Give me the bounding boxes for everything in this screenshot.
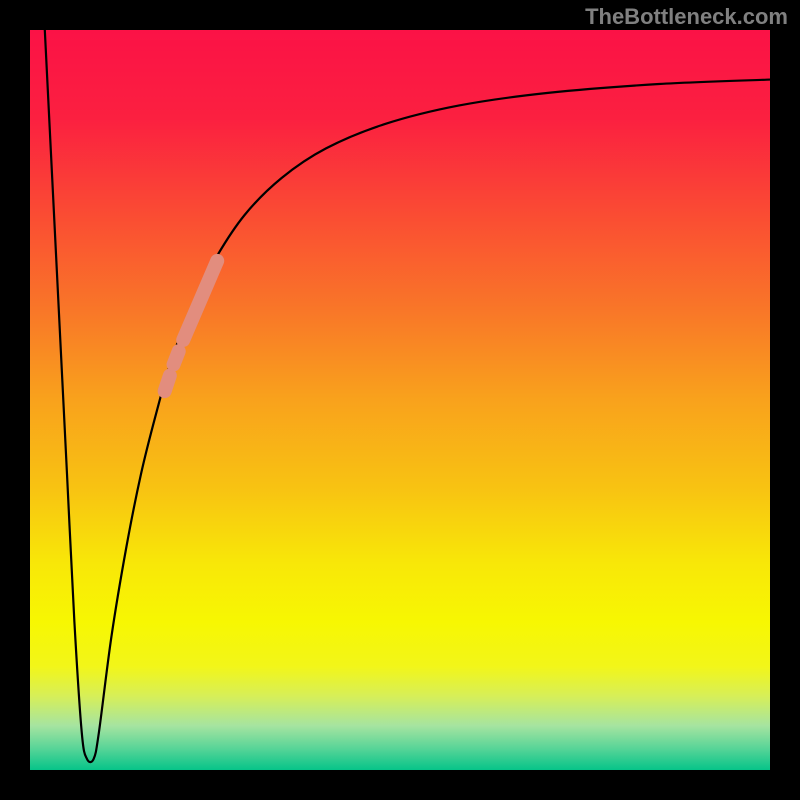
plot-background [30, 30, 770, 770]
marker-segment [174, 351, 179, 364]
watermark-text: TheBottleneck.com [585, 4, 788, 30]
chart-container: TheBottleneck.com [0, 0, 800, 800]
marker-segment [165, 376, 170, 392]
bottleneck-chart [0, 0, 800, 800]
